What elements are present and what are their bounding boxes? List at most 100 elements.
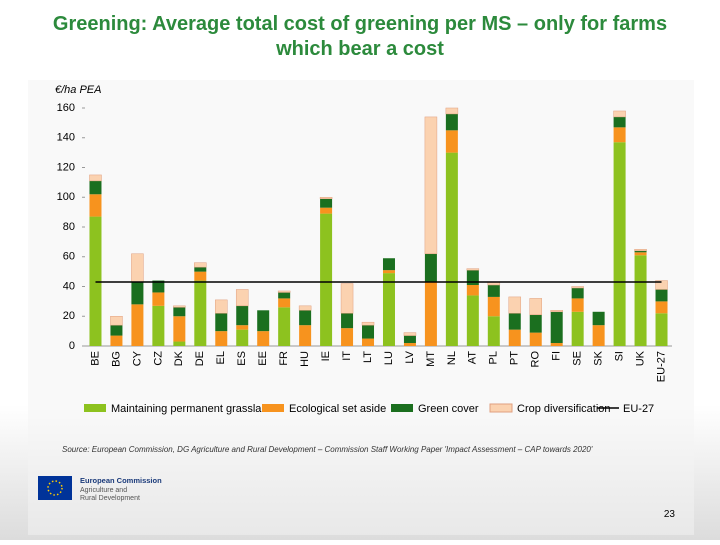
bar-segment	[592, 325, 605, 346]
logo-line: Agriculture and	[80, 487, 127, 494]
bar-segment	[235, 289, 249, 307]
bar-segment	[445, 113, 458, 131]
bar-segment	[613, 116, 626, 128]
bar-segment	[278, 298, 291, 308]
x-tick-label: EU-27	[655, 351, 667, 382]
chart-title: Greening: Average total cost of greening…	[52, 13, 668, 60]
bar-segment	[319, 197, 333, 199]
x-tick-label: FR	[278, 351, 290, 366]
x-tick-label: DE	[194, 351, 206, 366]
bar-segment	[257, 310, 270, 332]
bar-segment	[89, 194, 102, 217]
x-tick-label: AT	[467, 351, 479, 365]
legend-swatch	[84, 404, 106, 412]
y-tick-label: 140	[57, 132, 75, 144]
bar-segment	[508, 313, 521, 330]
legend-label: Crop diversification	[517, 403, 611, 415]
bar-segment	[340, 283, 354, 314]
x-tick-label: LT	[362, 351, 374, 363]
bar-segment	[487, 285, 500, 297]
x-tick-label: IT	[341, 351, 353, 361]
bar-segment	[362, 338, 375, 346]
eu-flag	[38, 476, 72, 500]
x-tick-label: FI	[551, 351, 563, 361]
bar-segment	[571, 311, 584, 346]
bar-segment	[634, 249, 647, 252]
bar-segment	[173, 305, 186, 308]
bar-segment	[382, 270, 395, 274]
x-tick-label: PL	[488, 351, 500, 364]
bar-segment	[550, 311, 563, 344]
bar-segment	[131, 253, 144, 283]
y-tick-label: 160	[57, 102, 75, 114]
x-tick-label: SI	[613, 351, 625, 361]
x-tick-label: LU	[383, 351, 395, 365]
bar-segment	[236, 325, 249, 330]
y-tick-label: 80	[63, 221, 75, 233]
x-tick-label: SE	[572, 351, 584, 366]
bar-segment	[194, 271, 207, 281]
x-tick-label: LV	[404, 350, 416, 363]
bar-segment	[613, 127, 626, 143]
bar-segment	[403, 332, 417, 336]
x-tick-label: PT	[509, 351, 521, 365]
legend-swatch	[391, 404, 413, 412]
panel	[28, 80, 694, 535]
bar-segment	[299, 325, 312, 346]
logo-line: European Commission	[80, 476, 162, 485]
bar-segment	[613, 142, 626, 346]
source: Source: European Commission, DG Agricult…	[62, 445, 593, 454]
bar-segment	[194, 280, 207, 346]
x-tick-label: HU	[299, 351, 311, 367]
bar-segment	[361, 321, 375, 326]
bar-segment	[362, 325, 375, 339]
bar-segment	[152, 292, 165, 306]
bar-segment	[550, 310, 563, 313]
bar-segment	[424, 116, 438, 255]
x-tick-label: RO	[530, 351, 542, 368]
page-number: 23	[664, 509, 676, 520]
y-tick-label: 0	[69, 340, 75, 352]
plot: 0 20 40 60 80 100 120 140 160 BE BG CY CZ DK DE EL ES EE F…	[57, 102, 672, 415]
bar-segment	[278, 292, 291, 299]
bar-segment	[236, 329, 249, 346]
x-tick-label: DK	[173, 350, 185, 366]
bar-segment	[382, 258, 395, 271]
x-tick-label: ES	[236, 351, 248, 366]
y-tick-label: 100	[57, 191, 75, 203]
legend-label: Maintaining permanent grassland	[111, 403, 274, 415]
x-tick-label: CZ	[152, 351, 164, 366]
bar-segment	[655, 280, 668, 290]
bar-segment	[655, 301, 668, 314]
x-tick-label: NL	[446, 351, 458, 365]
bar-segment	[487, 316, 500, 346]
bar-segment	[403, 343, 416, 346]
legend-swatch	[489, 403, 513, 413]
bar-segment	[341, 313, 354, 329]
bar-segment	[508, 296, 522, 314]
x-tick-label: IE	[320, 351, 332, 361]
bar-segment	[634, 252, 647, 256]
bar-segment	[571, 298, 584, 312]
bar-segment	[634, 250, 647, 253]
bar-segment	[655, 289, 668, 302]
y-axis-label: €/ha PEA	[55, 84, 101, 96]
bar-segment	[571, 286, 584, 289]
bar-segment	[341, 328, 354, 346]
y-tick-label: 60	[63, 251, 75, 263]
bar-segment	[424, 282, 437, 346]
bar-segment	[215, 299, 228, 314]
legend-label: EU-27	[623, 403, 654, 415]
bar-segment	[403, 335, 416, 344]
eu-stars	[47, 480, 63, 496]
bar-segment	[466, 295, 479, 346]
bar-segment	[445, 130, 458, 153]
x-tick-label: EE	[257, 351, 269, 366]
bar-segment	[257, 331, 270, 346]
bar-segment	[655, 313, 668, 346]
x-tick-label: BE	[89, 351, 101, 366]
legend-swatch	[262, 404, 284, 412]
bar-segment	[529, 332, 542, 346]
bar-segment	[152, 305, 165, 346]
bar-segment	[487, 296, 500, 317]
